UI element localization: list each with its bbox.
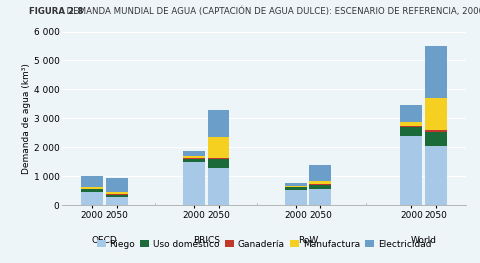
Bar bbox=[400, 125, 422, 127]
Bar bbox=[106, 194, 128, 195]
Bar bbox=[400, 127, 422, 136]
Bar bbox=[183, 156, 205, 158]
Bar bbox=[183, 162, 205, 205]
Bar bbox=[82, 192, 103, 205]
Bar bbox=[208, 138, 229, 158]
Bar bbox=[310, 184, 331, 185]
Text: RoW: RoW bbox=[298, 236, 318, 245]
Bar bbox=[400, 136, 422, 205]
Y-axis label: Demanda de agua (km³): Demanda de agua (km³) bbox=[22, 63, 31, 174]
Bar bbox=[208, 158, 229, 159]
Bar bbox=[183, 159, 205, 162]
Bar bbox=[425, 130, 446, 132]
Bar bbox=[208, 110, 229, 138]
Bar bbox=[425, 98, 446, 130]
Bar bbox=[285, 187, 307, 190]
Bar bbox=[106, 192, 128, 194]
Bar bbox=[425, 46, 446, 98]
Bar bbox=[82, 187, 103, 189]
Bar bbox=[183, 158, 205, 159]
Text: BRICS: BRICS bbox=[193, 236, 220, 245]
Bar bbox=[285, 190, 307, 205]
Bar bbox=[106, 197, 128, 205]
Bar bbox=[400, 122, 422, 126]
Text: OECD: OECD bbox=[92, 236, 117, 245]
Bar bbox=[208, 159, 229, 168]
Bar bbox=[310, 185, 331, 189]
Text: FIGURA 2.8: FIGURA 2.8 bbox=[29, 7, 83, 16]
Legend: Riego, Uso doméstico, Ganadería, Manufactura, Electricidad: Riego, Uso doméstico, Ganadería, Manufac… bbox=[93, 236, 435, 253]
Bar bbox=[82, 189, 103, 192]
Bar bbox=[285, 184, 307, 186]
Bar bbox=[400, 105, 422, 122]
Text: World: World bbox=[410, 236, 436, 245]
Bar bbox=[310, 165, 331, 181]
Bar bbox=[310, 181, 331, 184]
Bar bbox=[310, 189, 331, 205]
Bar bbox=[82, 176, 103, 187]
Bar bbox=[106, 195, 128, 197]
Bar bbox=[183, 151, 205, 156]
Bar bbox=[425, 146, 446, 205]
Bar bbox=[208, 168, 229, 205]
Bar bbox=[425, 132, 446, 146]
Bar bbox=[106, 178, 128, 192]
Bar bbox=[285, 186, 307, 187]
Text: DEMANDA MUNDIAL DE AGUA (CAPTACIÓN DE AGUA DULCE): ESCENARIO DE REFERENCIA, 2000: DEMANDA MUNDIAL DE AGUA (CAPTACIÓN DE AG… bbox=[61, 7, 480, 16]
